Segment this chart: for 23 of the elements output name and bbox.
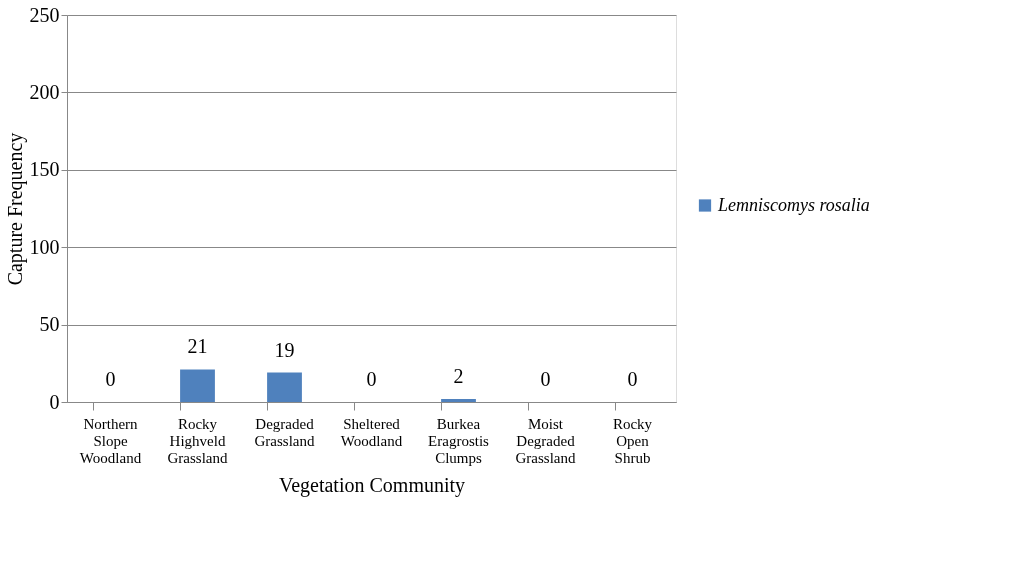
data-label: 0: [366, 368, 377, 390]
x-tick-label: Sheltered Woodland: [340, 415, 403, 449]
y-tick-label: 0: [49, 390, 60, 413]
y-tick-label: 50: [39, 313, 60, 336]
y-tick-label: 150: [29, 158, 60, 181]
data-label: 2: [453, 364, 464, 387]
x-axis-title: Vegetation Community: [278, 473, 466, 497]
data-label: 0: [627, 368, 638, 390]
x-tick-label: Northern Slope Woodland: [79, 415, 142, 466]
x-tick-label: Moist Degraded Grassland: [515, 415, 576, 466]
y-tick-label: 250: [29, 3, 60, 26]
x-tick-label: Degraded Grassland: [254, 415, 315, 449]
data-label: 0: [540, 368, 551, 390]
data-label: 0: [105, 368, 116, 390]
x-tick-label: Burkea Eragrostis Clumps: [428, 415, 490, 466]
data-label: 19: [274, 338, 295, 361]
legend-label: Lemniscomys rosalia: [717, 194, 870, 215]
x-tick-label: Rocky Highveld Grassland: [167, 415, 228, 466]
y-tick-label: 100: [29, 235, 60, 258]
x-tick-label: Rocky Open Shrub: [612, 415, 653, 466]
data-label: 21: [187, 335, 208, 358]
y-tick-label: 200: [29, 80, 60, 103]
y-axis-title: Capture Frequency: [3, 132, 27, 286]
